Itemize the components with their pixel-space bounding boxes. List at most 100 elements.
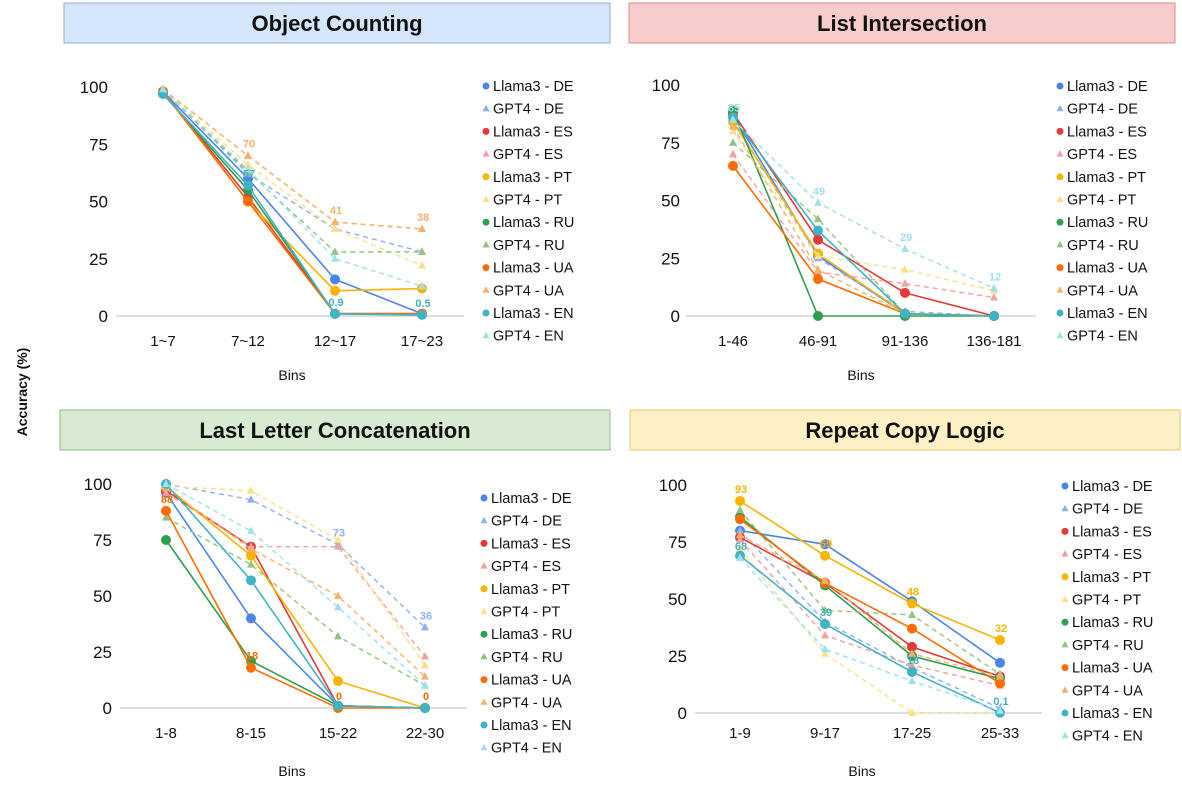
list-intersection-y-tick-25: 25: [661, 249, 680, 268]
repeat-copy-logic-series-llama3-ru-line: [739, 516, 1001, 680]
object-counting-legend-label-4: Llama3 - PT: [493, 170, 572, 186]
list-intersection-point-gpt4-en-0: [729, 115, 737, 123]
list-intersection-title: List Intersection: [817, 11, 987, 36]
last-letter-concatenation-legend-label-4: Llama3 - PT: [491, 582, 570, 598]
repeat-copy-logic-x-tick-0: 1-9: [729, 725, 751, 742]
object-counting-point-llama3-ua-1: [243, 196, 253, 207]
repeat-copy-logic-point-gpt4-ua-3: [996, 672, 1004, 680]
list-intersection-title-box: [628, 2, 1176, 44]
object-counting-legend-marker-6: [482, 218, 490, 226]
repeat-copy-logic-legend-label-6: Llama3 - RU: [1072, 615, 1153, 631]
object-counting-series-gpt4-es-line: [162, 88, 423, 230]
repeat-copy-logic-point-gpt4-ua-0: [736, 530, 744, 539]
repeat-copy-logic-legend-marker-7: [1061, 640, 1069, 648]
object-counting-x-tick-1: 7~12: [231, 333, 265, 350]
list-intersection-point-gpt4-pt-1: [814, 251, 822, 259]
list-intersection-legend-marker-8: [1056, 264, 1064, 272]
object-counting-series-gpt4-de-line: [162, 88, 423, 253]
list-intersection-legend-marker-9: [1056, 286, 1064, 293]
last-letter-concatenation-legend-marker-7: [480, 652, 488, 660]
object-counting-point-gpt4-ru-2: [331, 247, 339, 255]
last-letter-concatenation-legend-label-0: Llama3 - DE: [491, 491, 572, 507]
repeat-copy-logic-legend-label-2: Llama3 - ES: [1072, 524, 1152, 540]
repeat-copy-logic-x-tick-2: 17-25: [893, 725, 931, 742]
last-letter-concatenation-point-gpt4-ua-1: [247, 544, 255, 552]
object-counting-point-gpt4-pt-2: [331, 224, 339, 232]
object-counting-data-label-5: 0.5: [415, 298, 430, 310]
last-letter-concatenation-x-axis-label: Bins: [278, 763, 305, 779]
list-intersection-point-llama3-en-1: [813, 225, 823, 236]
last-letter-concatenation-series-llama3-ru-line: [165, 539, 426, 709]
list-intersection-point-gpt4-pt-2: [901, 265, 909, 273]
object-counting-legend-marker-1: [482, 104, 490, 112]
repeat-copy-logic-series-gpt4-en-line: [739, 557, 1001, 712]
object-counting-point-gpt4-en-2: [331, 254, 339, 262]
object-counting-data-label-1: 57: [243, 168, 255, 180]
list-intersection-series-llama3-es-line: [732, 112, 995, 317]
repeat-copy-logic-point-gpt4-ru-0: [736, 505, 744, 514]
last-letter-concatenation-point-gpt4-en-0: [162, 479, 170, 487]
repeat-copy-logic-point-gpt4-pt-2: [908, 708, 916, 716]
list-intersection-y-tick-50: 50: [661, 192, 680, 211]
repeat-copy-logic-series-llama3-pt-line: [739, 500, 1001, 641]
repeat-copy-logic-data-label-4: 48: [907, 587, 919, 599]
repeat-copy-logic-legend-label-10: Llama3 - EN: [1072, 706, 1153, 722]
list-intersection-point-gpt4-en-3: [990, 283, 998, 292]
repeat-copy-logic-point-gpt4-pt-0: [736, 544, 744, 552]
last-letter-concatenation-point-gpt4-de-3: [421, 622, 429, 631]
repeat-copy-logic-data-label-3: 39: [820, 607, 832, 619]
repeat-copy-logic-y-tick-50: 50: [668, 590, 687, 609]
last-letter-concatenation-y-tick-50: 50: [93, 587, 112, 606]
repeat-copy-logic-legend-label-9: GPT4 - UA: [1072, 683, 1143, 699]
list-intersection-legend-marker-7: [1056, 240, 1064, 248]
last-letter-concatenation-point-llama3-en-2: [333, 700, 343, 711]
list-intersection-point-gpt4-ru-1: [814, 214, 822, 222]
last-letter-concatenation-data-label-0: 88: [161, 494, 173, 506]
repeat-copy-logic-point-gpt4-es-0: [736, 535, 744, 543]
last-letter-concatenation-legend-label-3: GPT4 - ES: [491, 559, 561, 575]
object-counting-legend-label-3: GPT4 - ES: [493, 147, 563, 163]
object-counting-legend-marker-11: [482, 331, 490, 339]
object-counting-point-gpt4-ua-3: [418, 224, 426, 232]
repeat-copy-logic-y-tick-75: 75: [668, 533, 687, 552]
last-letter-concatenation-legend-label-5: GPT4 - PT: [491, 605, 560, 621]
object-counting-point-gpt4-en-3: [418, 281, 426, 290]
repeat-copy-logic-series-gpt4-pt-line: [739, 548, 1000, 714]
list-intersection-point-llama3-en-3: [989, 311, 999, 321]
repeat-copy-logic-legend-label-5: GPT4 - PT: [1072, 593, 1141, 609]
list-intersection-point-gpt4-pt-0: [729, 126, 737, 135]
last-letter-concatenation-series-gpt4-en-line: [165, 483, 426, 687]
object-counting-y-tick-25: 25: [89, 250, 108, 269]
object-counting-legend-label-2: Llama3 - ES: [493, 124, 573, 140]
repeat-copy-logic-legend-marker-6: [1061, 618, 1069, 626]
last-letter-concatenation-legend-marker-4: [480, 585, 488, 593]
object-counting-series-gpt4-ua-line: [162, 88, 423, 230]
object-counting-legend-marker-3: [482, 150, 490, 157]
object-counting-data-label-3: 0.9: [328, 297, 343, 309]
repeat-copy-logic-data-label-0: 93: [735, 484, 747, 496]
repeat-copy-logic-legend-marker-5: [1061, 595, 1069, 602]
repeat-copy-logic-legend-label-8: Llama3 - UA: [1072, 661, 1153, 677]
repeat-copy-logic-series-llama3-en-line: [739, 555, 1001, 714]
last-letter-concatenation-point-llama3-pt-1: [246, 550, 256, 561]
last-letter-concatenation-y-tick-0: 0: [103, 699, 112, 718]
repeat-copy-logic-title-box: [629, 409, 1181, 451]
last-letter-concatenation-point-gpt4-en-3: [421, 681, 429, 689]
last-letter-concatenation-point-gpt4-ru-1: [247, 560, 255, 568]
object-counting-series-gpt4-pt-line: [162, 88, 423, 267]
list-intersection-point-gpt4-es-2: [901, 279, 909, 287]
list-intersection-legend-marker-2: [1056, 127, 1064, 135]
last-letter-concatenation-legend-label-1: GPT4 - DE: [491, 514, 562, 530]
list-intersection-x-tick-2: 91-136: [882, 333, 929, 350]
object-counting-point-llama3-en-2: [330, 308, 340, 319]
last-letter-concatenation-point-gpt4-pt-2: [334, 535, 342, 543]
object-counting-legend-marker-2: [482, 127, 490, 135]
object-counting-point-llama3-pt-2: [330, 285, 340, 296]
list-intersection-legend-label-1: GPT4 - DE: [1067, 102, 1138, 118]
last-letter-concatenation-point-llama3-en-1: [246, 575, 256, 586]
object-counting-legend-marker-9: [482, 286, 490, 293]
last-letter-concatenation-x-tick-1: 8-15: [236, 725, 266, 742]
repeat-copy-logic-legend-marker-1: [1061, 504, 1069, 512]
last-letter-concatenation-data-label-3: 0: [336, 691, 342, 703]
list-intersection-legend-label-9: GPT4 - UA: [1067, 283, 1138, 299]
